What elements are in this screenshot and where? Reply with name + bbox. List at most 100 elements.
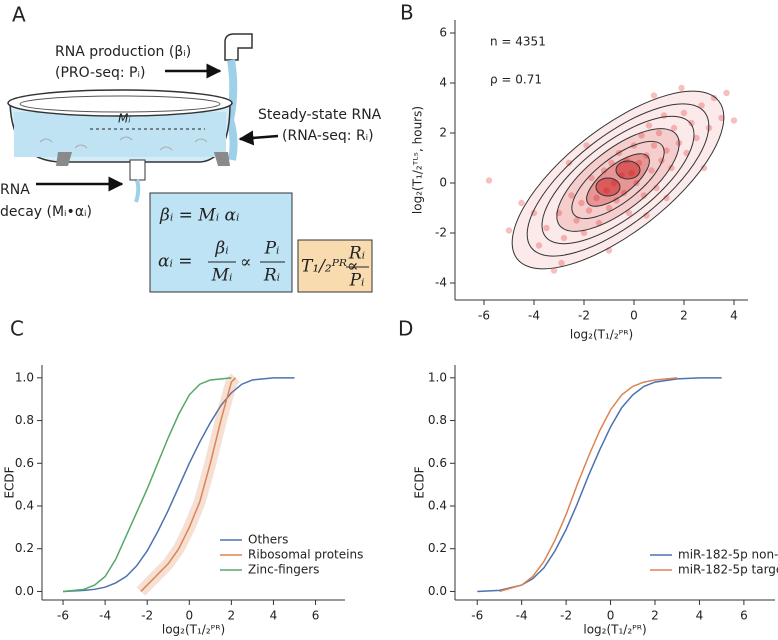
point	[535, 242, 543, 249]
point	[653, 184, 660, 192]
scatter-points	[485, 84, 738, 274]
y-tick-label: 6	[439, 26, 447, 40]
point	[678, 84, 685, 92]
equation: βᵢ = Mᵢ αᵢ	[159, 206, 239, 226]
x-tick-label: -4	[516, 609, 528, 623]
annotation: n = 4351	[490, 35, 546, 49]
x-tick-label: -6	[478, 309, 490, 323]
y-tick-label: 4	[439, 76, 447, 90]
x-axis-label: log₂(T₁/₂ᴾᴿ)	[570, 328, 633, 342]
steady-state-label: Steady-state RNA	[258, 107, 382, 123]
point	[640, 192, 648, 199]
point	[560, 234, 568, 242]
point	[613, 197, 620, 204]
point	[645, 122, 653, 129]
point	[578, 199, 585, 207]
point	[693, 134, 700, 142]
equation: αᵢ =	[158, 252, 193, 272]
confidence-band	[136, 373, 240, 596]
y-tick-label: 0.8	[428, 413, 447, 427]
contour	[586, 153, 650, 207]
point	[648, 167, 655, 174]
panel-label: A	[12, 3, 26, 27]
x-tick-label: -2	[141, 609, 153, 623]
ecdf-line	[477, 377, 722, 593]
rna-molecules	[39, 136, 208, 151]
x-tick-label: 0	[185, 609, 193, 623]
point	[688, 119, 695, 127]
y-tick-label: 0.0	[15, 584, 34, 598]
ecdf-line	[140, 377, 237, 592]
density-contours	[511, 90, 725, 270]
y-tick-label: 2	[439, 126, 447, 140]
point	[723, 89, 730, 97]
contour	[511, 90, 725, 270]
contour	[541, 115, 695, 245]
equation: T₁/₂ᴾᴿ∝	[301, 257, 358, 277]
x-tick-label: -2	[560, 609, 572, 623]
point	[698, 102, 705, 109]
point	[550, 267, 558, 274]
production-source: (PRO-seq: Pᵢ)	[55, 65, 145, 81]
point	[650, 142, 658, 149]
legend-label: Others	[248, 533, 288, 547]
point	[610, 179, 618, 187]
y-tick-label: 0.6	[428, 456, 447, 470]
production-label: RNA production (βᵢ)	[55, 44, 191, 60]
y-tick-label: 1.0	[428, 370, 447, 384]
bathtub-diagram: A Mᵢ RNA production (βᵢ) (PRO-seq: Pᵢ) S…	[0, 3, 382, 293]
x-tick-label: 0	[607, 609, 615, 623]
drain-water	[134, 179, 141, 203]
equation: ∝	[240, 253, 252, 273]
point	[623, 157, 630, 164]
y-tick-label: -2	[435, 226, 447, 240]
y-tick-label: 0.2	[15, 541, 34, 555]
drain	[129, 159, 146, 181]
panel-label: B	[400, 1, 414, 25]
legend-label: miR-182-5p non-targets	[678, 548, 778, 562]
legend-label: miR-182-5p targets	[678, 563, 778, 577]
panel-label: D	[398, 317, 413, 341]
x-axis-label: log₂(T₁/₂ᴾᴿ)	[583, 623, 646, 637]
x-tick-label: 6	[740, 609, 748, 623]
equation-box	[149, 192, 293, 293]
arrow	[238, 130, 279, 146]
point	[710, 94, 718, 102]
equation: Pᵢ	[349, 271, 365, 291]
equation-box	[297, 239, 373, 293]
y-tick-label: -4	[435, 276, 447, 290]
x-tick-label: 2	[680, 309, 688, 323]
point	[605, 204, 613, 212]
point	[485, 177, 493, 184]
x-tick-label: 2	[651, 609, 659, 623]
equation: Pᵢ	[264, 239, 280, 259]
x-axis-label: log₂(T₁/₂ᴾᴿ)	[162, 623, 225, 637]
point	[580, 229, 588, 237]
point	[558, 259, 565, 267]
x-tick-label: 2	[228, 609, 236, 623]
equation: Rᵢ	[348, 244, 365, 264]
x-tick-label: -6	[471, 609, 483, 623]
equation: βᵢ	[214, 239, 228, 259]
ecdf-line	[62, 377, 232, 593]
point	[625, 209, 633, 217]
x-tick-label: 6	[312, 609, 320, 623]
point	[638, 132, 645, 139]
point	[600, 167, 608, 174]
point	[700, 164, 708, 172]
point	[568, 192, 575, 199]
point	[663, 147, 670, 154]
legend-label: Zinc-fingers	[248, 563, 319, 577]
y-tick-label: 0	[439, 176, 447, 190]
point	[670, 124, 678, 132]
tub-inner-rim	[19, 95, 221, 113]
point	[505, 227, 513, 234]
x-tick-label: -4	[99, 609, 111, 623]
contour	[526, 103, 710, 257]
y-axis-label: ECDF	[3, 466, 17, 498]
x-tick-label: -6	[57, 609, 69, 623]
point	[530, 209, 538, 217]
point	[730, 117, 738, 124]
water-stream	[225, 59, 238, 161]
point	[643, 212, 650, 219]
